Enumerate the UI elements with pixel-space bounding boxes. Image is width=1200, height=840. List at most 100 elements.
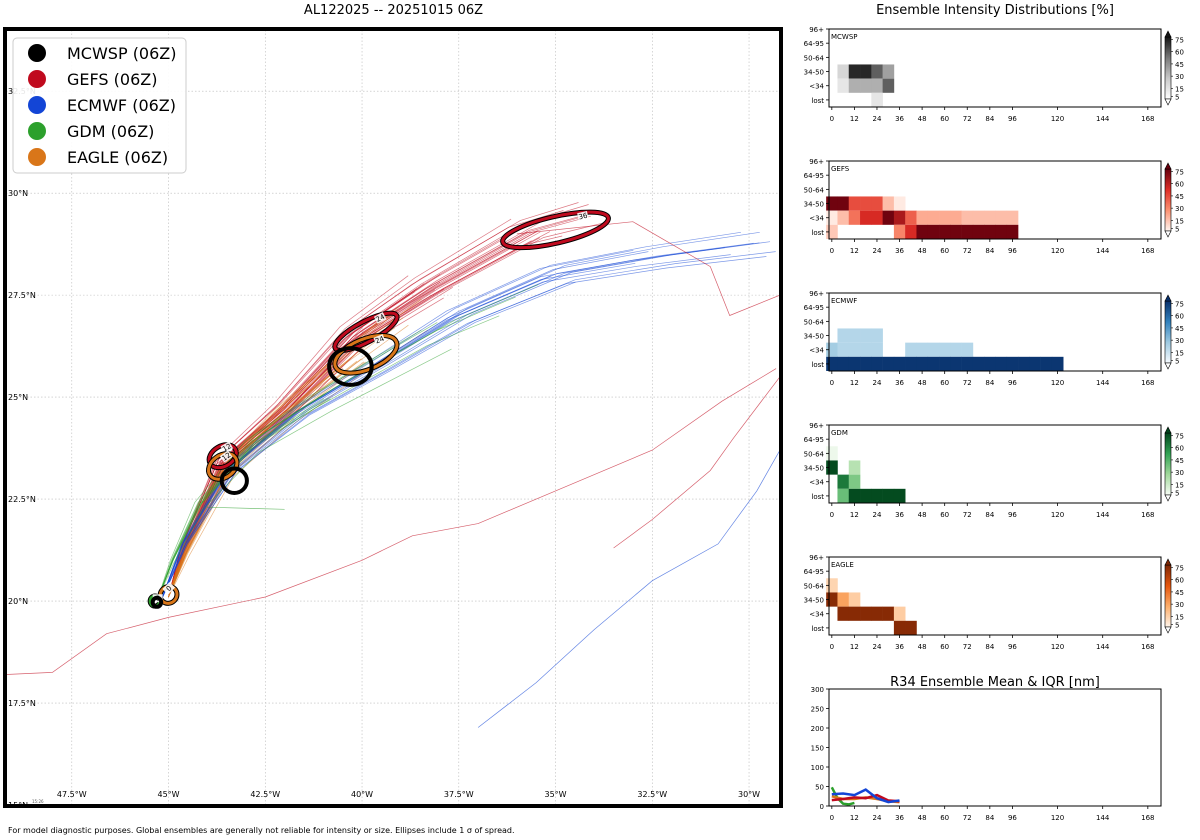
uncertainty-ellipse-mcwsp [219, 466, 249, 495]
map-lon-tick-label: 45°W [157, 790, 179, 799]
heatmap-x-label: 12 [850, 115, 859, 123]
r34-frame [828, 688, 1162, 807]
r34-y-label: 250 [811, 706, 824, 714]
legend-label-eagle: EAGLE (06Z) [67, 148, 168, 167]
colorbar-tick-label: 60 [1175, 577, 1184, 585]
colorbar-tick-label: 15 [1175, 85, 1184, 93]
heatmap-cell [837, 328, 850, 343]
ensemble-member-track-ecmwf [160, 254, 731, 602]
ensemble-member-track-gefs [168, 225, 526, 598]
ensemble-member-track-ecmwf [160, 247, 725, 602]
colorbar-tick-label: 30 [1175, 469, 1184, 477]
heatmap-frame [828, 556, 1162, 636]
ensemble-member-track-gdm [156, 322, 438, 602]
colorbar-extend-max [1164, 426, 1172, 434]
ellipse-ring [150, 595, 164, 609]
heatmap-cell [893, 224, 906, 239]
heatmap-cell [1051, 356, 1064, 371]
heatmap-y-label: 64-95 [804, 40, 824, 48]
heatmap-cell [882, 606, 895, 621]
heatmap-cell [848, 606, 861, 621]
colorbar-extend-min [1164, 362, 1172, 370]
heatmap-cell [837, 196, 850, 211]
heatmap-y-label: 64-95 [804, 436, 824, 444]
heatmap-cell [871, 196, 883, 211]
heatmap-x-label: 96 [1008, 379, 1017, 387]
heatmap-x-label: 48 [918, 247, 927, 255]
heatmap-x-label: 168 [1141, 511, 1154, 519]
ellipse-ring [327, 346, 374, 387]
r34-series-ecmwf [831, 788, 900, 804]
colorbar [1164, 168, 1172, 232]
heatmap-cell [860, 606, 872, 621]
heatmap-cell [893, 488, 906, 503]
r34-y-label: 50 [815, 784, 824, 792]
ensemble-member-track-ecmwf [160, 242, 760, 602]
heatmap-y-label: 34-50 [804, 333, 824, 341]
heatmap-x-label: 168 [1141, 379, 1154, 387]
heatmap-cell [871, 356, 883, 371]
heatmap-x-label: 36 [895, 643, 904, 651]
heatmap-y-label: 34-50 [804, 597, 824, 605]
heatmap-x-label: 48 [918, 511, 927, 519]
map-lat-tick-label: 25°N [8, 393, 28, 402]
heatmap-cell [837, 488, 850, 503]
heatmap-cell [893, 210, 906, 225]
heatmap-model-label: ECMWF [831, 297, 857, 305]
heatmap-y-label: 96+ [809, 26, 824, 34]
colorbar-tick-label: 75 [1175, 168, 1184, 176]
ensemble-member-track-gefs [168, 218, 512, 598]
heatmap-cell [848, 64, 861, 79]
colorbar-tick-label: 45 [1175, 325, 1184, 333]
colorbar-extend-max [1164, 558, 1172, 566]
heatmap-cell [1006, 224, 1019, 239]
heatmap-x-label: 72 [963, 247, 972, 255]
ensemble-member-track-ecmwf [160, 242, 754, 602]
legend-label-gefs: GEFS (06Z) [67, 70, 157, 89]
heatmap-cell [961, 342, 974, 357]
heatmap-cell [927, 342, 940, 357]
intensity-heatmap-mcwsp: MCWSP lost <34 34-50 50-64 64-95 96+ 0 12 24 36 48 6… [804, 26, 1184, 123]
heatmap-y-label: <34 [809, 611, 824, 619]
colorbar-tick-label: 5 [1175, 490, 1179, 498]
heatmap-cell [1018, 356, 1030, 371]
track-map-title: AL122025 -- 20251015 06Z [303, 3, 484, 18]
heatmap-x-label: 12 [850, 247, 859, 255]
forecast-hour-label: 36 [578, 212, 589, 222]
forecast-hour-label: 12 [221, 451, 233, 463]
heatmap-cell [950, 356, 962, 371]
ensemble-member-track-eagle [168, 358, 362, 598]
heatmap-x-label: 36 [895, 247, 904, 255]
ensemble-member-track-gefs [168, 222, 540, 598]
heatmap-y-label: 34-50 [804, 69, 824, 77]
heatmap-cell [984, 210, 996, 225]
hour-label-bg [577, 211, 589, 222]
heatmap-x-label: 120 [1051, 379, 1064, 387]
map-lat-tick-label: 15°N [8, 801, 28, 810]
heatmap-cell [882, 210, 895, 225]
heatmap-y-label: lost [811, 97, 824, 105]
forecast-hour-label: 24 [374, 335, 386, 346]
heatmap-cell [826, 592, 838, 607]
heatmap-cell [871, 210, 883, 225]
heatmap-x-label: 84 [985, 115, 994, 123]
heatmap-cell [916, 210, 929, 225]
intensity-heatmap-eagle: EAGLE lost <34 34-50 50-64 64-95 96+ 0 12 24 36 48 6… [804, 554, 1184, 651]
heatmap-x-label: 60 [940, 643, 949, 651]
heatmap-cell [995, 210, 1008, 225]
heatmap-x-label: 144 [1096, 115, 1110, 123]
heatmap-cell [893, 356, 906, 371]
ensemble-member-track-gefs [168, 225, 520, 598]
colorbar-extend-min [1164, 494, 1172, 502]
hour-label-bg [219, 450, 233, 463]
heatmap-cell [905, 224, 917, 239]
ensemble-member-track-gefs [168, 214, 588, 598]
heatmap-x-label: 84 [985, 379, 994, 387]
heatmap-x-label: 48 [918, 643, 927, 651]
colorbar [1164, 564, 1172, 628]
colorbar-tick-label: 15 [1175, 481, 1184, 489]
outlier-member-track-gdm [207, 506, 285, 510]
heatmap-y-label: <34 [809, 479, 824, 487]
